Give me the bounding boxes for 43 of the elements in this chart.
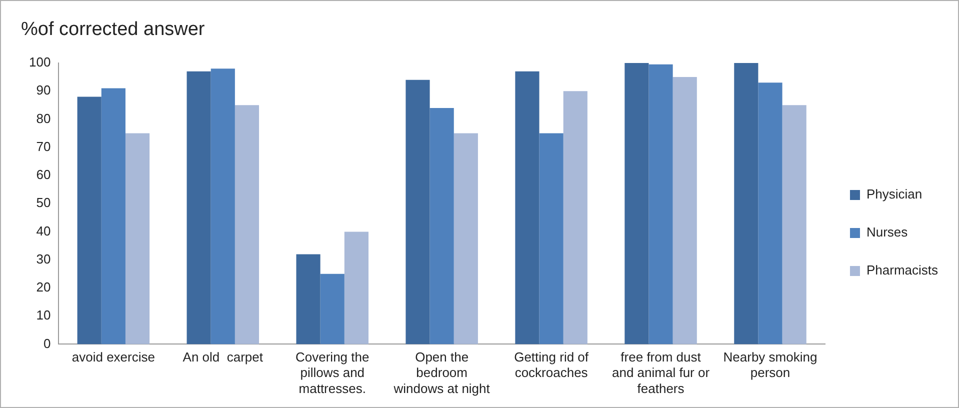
legend-label: Pharmacists — [866, 262, 938, 278]
legend-label: Nurses — [866, 224, 908, 240]
bar — [125, 133, 150, 344]
y-tick-label: 60 — [36, 167, 51, 182]
y-tick-label: 20 — [36, 280, 51, 295]
x-tick-label: avoid exercise — [72, 350, 155, 365]
bar — [782, 105, 806, 344]
y-tick-label: 50 — [36, 195, 51, 210]
bar — [210, 68, 235, 344]
y-tick-label: 70 — [36, 138, 51, 154]
bar — [406, 80, 430, 344]
bar — [624, 63, 649, 344]
bar — [77, 96, 102, 344]
y-tick-label: 30 — [36, 251, 51, 266]
y-tick-label: 0 — [43, 336, 51, 351]
bar — [672, 77, 697, 344]
bar — [430, 108, 454, 344]
bar — [563, 91, 588, 344]
bar — [539, 133, 564, 344]
y-tick-label: 80 — [36, 110, 51, 126]
legend-label: Physician — [866, 186, 922, 202]
x-tick-label: Nearby smoking person — [723, 350, 818, 380]
x-tick-label: Getting rid of cockroaches — [514, 350, 589, 380]
chart-title: %of corrected answer — [21, 19, 205, 41]
bar — [320, 274, 344, 344]
y-tick-label: 10 — [36, 308, 51, 323]
y-tick-label: 100 — [28, 54, 51, 70]
x-tick-label: Covering the pillows and mattresses. — [296, 350, 370, 396]
bar — [648, 64, 673, 344]
bar — [758, 82, 782, 344]
bar — [234, 105, 260, 344]
bar — [454, 133, 478, 344]
x-tick-label: An old carpet — [182, 350, 264, 365]
bar — [515, 71, 540, 344]
bar — [296, 254, 320, 344]
bar — [734, 63, 758, 344]
bar — [186, 71, 211, 344]
bar — [101, 88, 126, 344]
x-tick-label: free from dust and animal fur or feathers — [612, 350, 710, 396]
y-tick-label: 40 — [36, 223, 51, 238]
y-tick-label: 90 — [36, 82, 51, 98]
bar — [344, 232, 368, 344]
x-tick-label: Open the bedroom windows at night — [392, 350, 490, 396]
